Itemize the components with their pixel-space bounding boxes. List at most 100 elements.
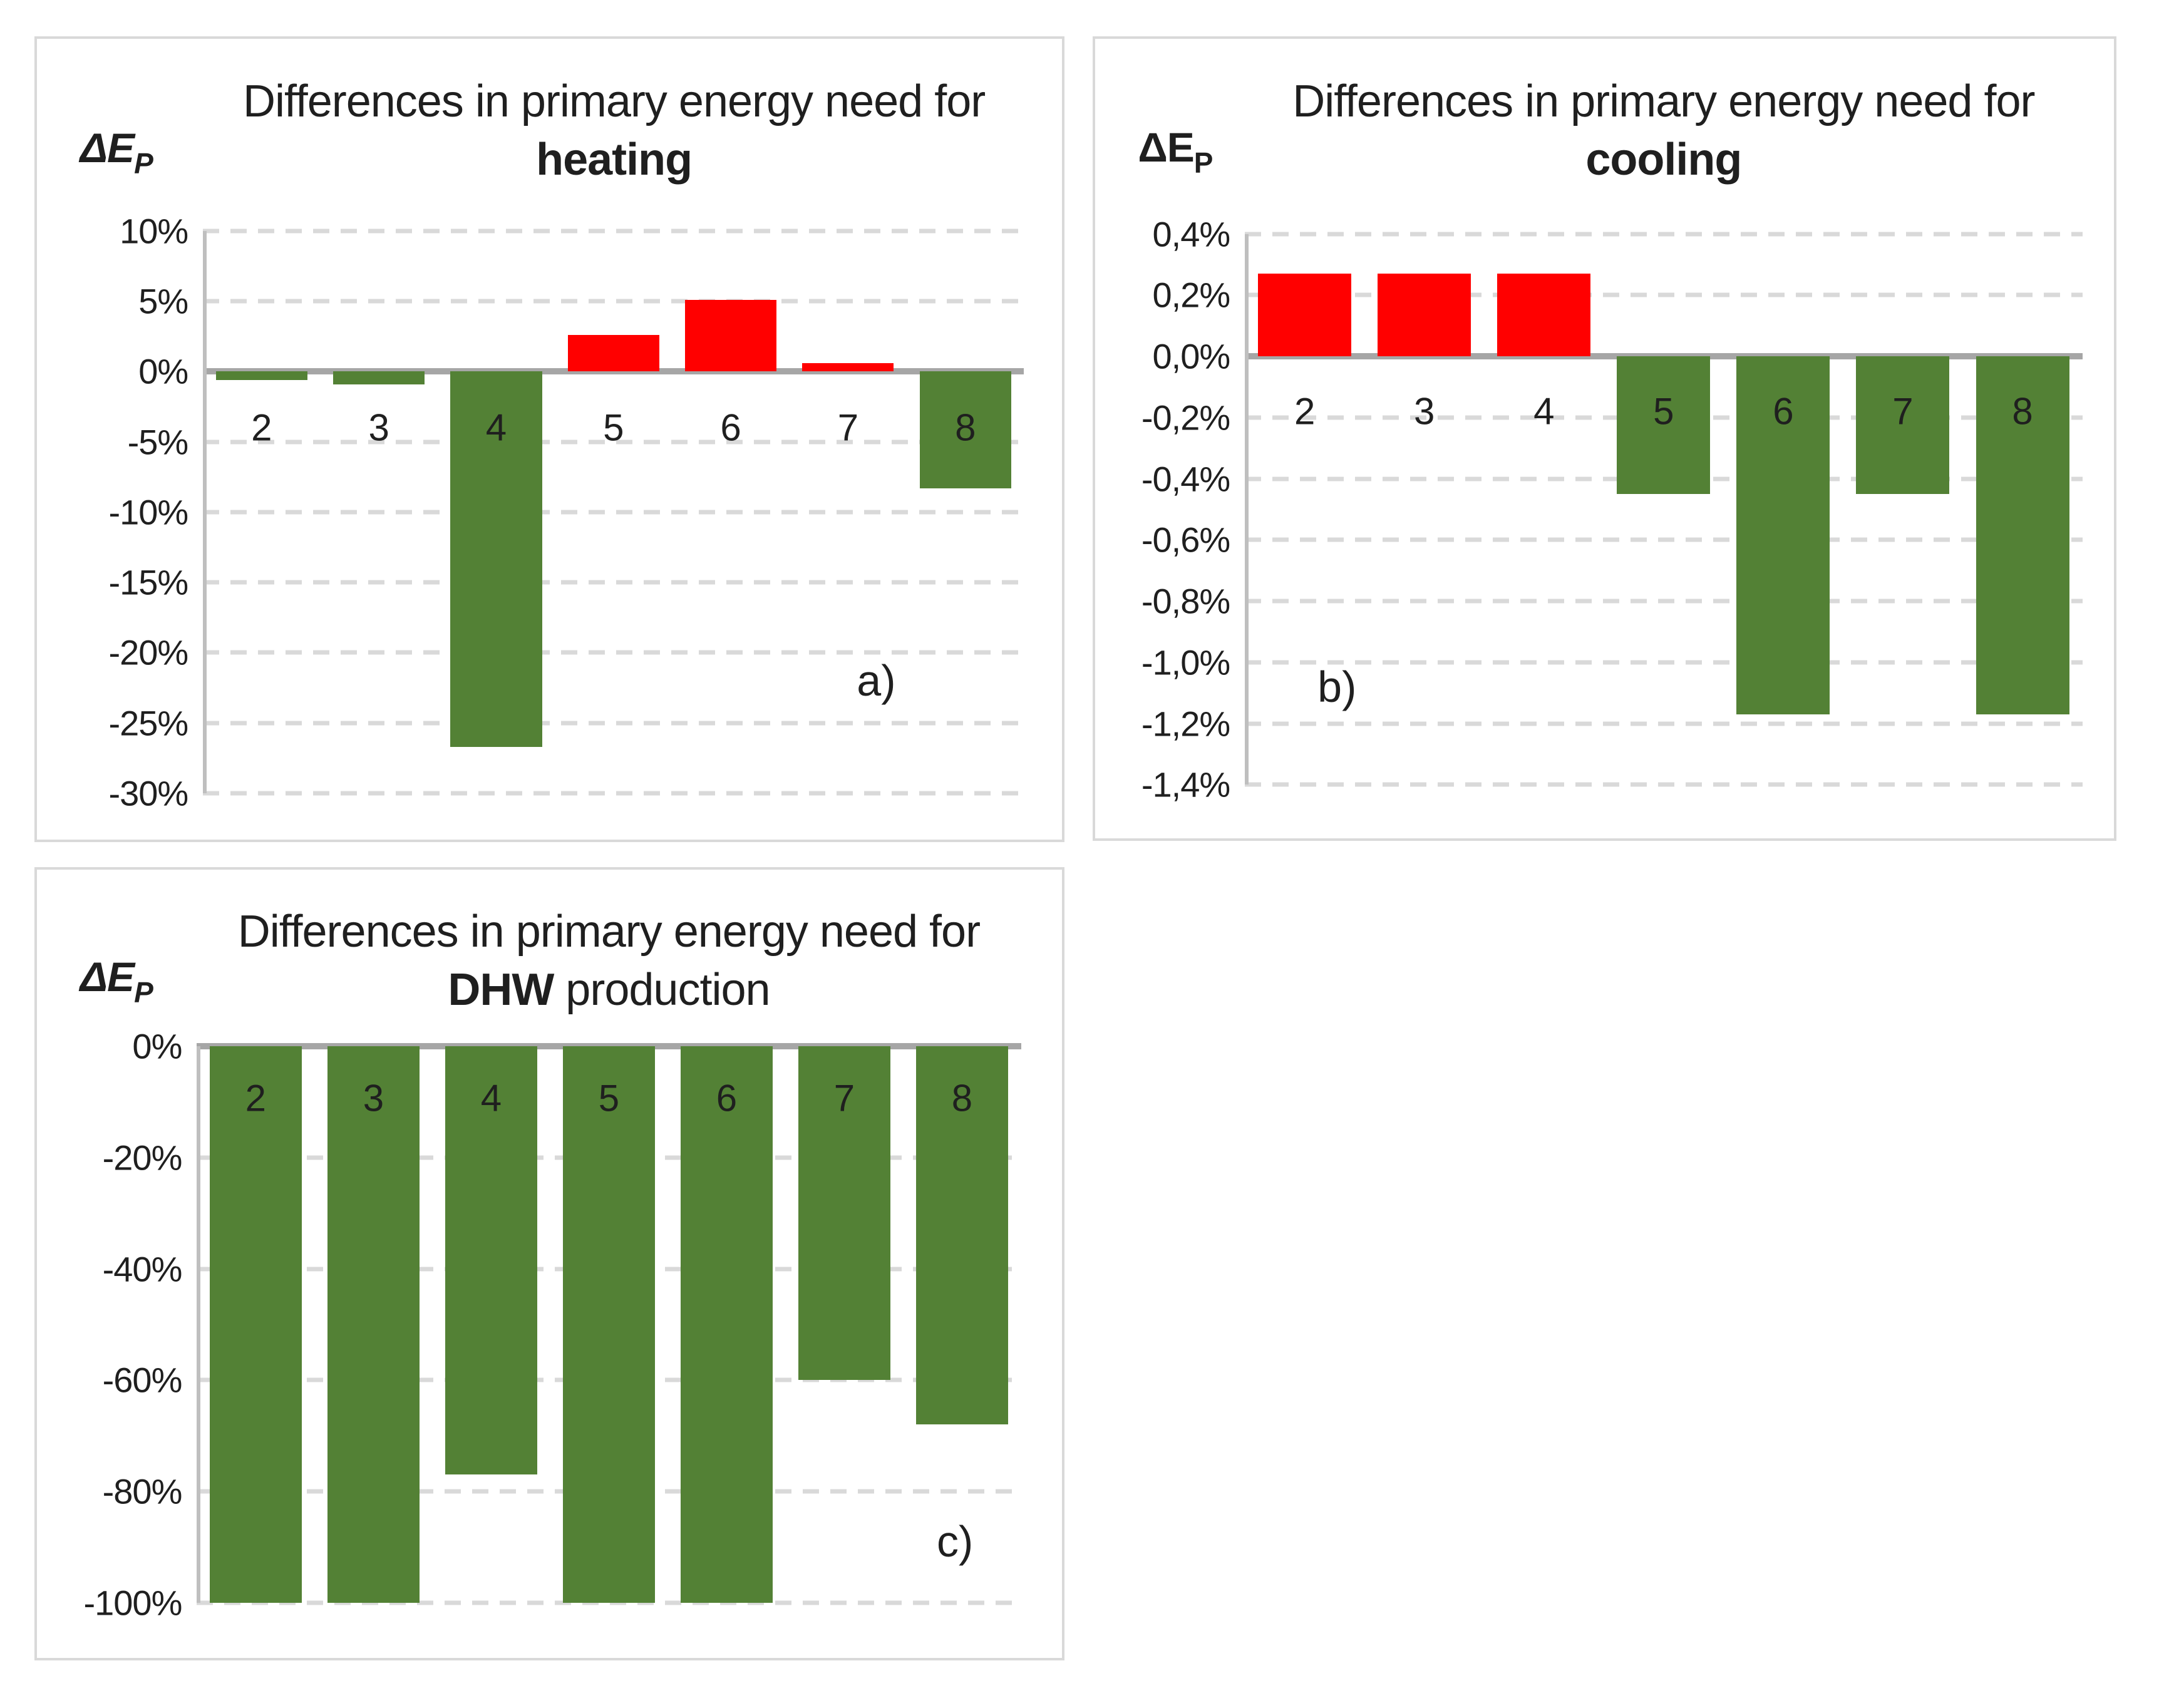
category-label: 6	[720, 406, 741, 449]
y-axis-label-symbol: ΔE	[80, 954, 135, 1001]
plot-area-dhw: 0% -20% -40% -60% -80% -100% 2 3 4 5 6 7 8 c)	[83, 1027, 1021, 1622]
category-label: 2	[245, 1077, 267, 1119]
y-tick-label: -60%	[102, 1360, 183, 1400]
y-tick-label: -10%	[108, 492, 188, 532]
y-tick-label: 5%	[138, 281, 188, 321]
gridline	[203, 510, 1024, 515]
bar-category-8	[916, 1046, 1008, 1425]
y-tick-label: -1,4%	[1141, 764, 1230, 805]
y-axis-label-symbol: ΔE	[1138, 124, 1194, 171]
bar-category-7	[798, 1046, 890, 1381]
chart-title-line1: Differences in primary energy need for	[242, 76, 986, 126]
category-label: 8	[955, 406, 976, 449]
gridline	[203, 440, 1024, 445]
bar-category-4	[1497, 274, 1591, 357]
chart-title: Differences in primary energy need for D…	[237, 903, 981, 1020]
y-tick-label: 0,4%	[1152, 214, 1231, 254]
chart-title: Differences in primary energy need for h…	[242, 73, 986, 190]
panel-letter-annotation: b)	[1317, 662, 1357, 711]
bar-category-8	[919, 371, 1011, 488]
chart-title-line1: Differences in primary energy need for	[237, 906, 981, 957]
gridline	[203, 791, 1024, 796]
y-axis-label: ΔEP	[1138, 123, 1213, 180]
category-label: 7	[833, 1077, 855, 1119]
panel-letter-annotation: a)	[857, 656, 896, 706]
y-tick-label: -1,2%	[1141, 704, 1230, 744]
bar-category-7	[1856, 356, 1950, 495]
y-tick-label: 0%	[132, 1026, 182, 1066]
gridline	[1245, 292, 2083, 297]
y-axis-line	[197, 1046, 201, 1603]
gridline	[1245, 537, 2083, 542]
gridline	[203, 580, 1024, 585]
bar-category-6	[1736, 356, 1830, 714]
plot-area-heating: 10% 5% 0% -5% -10% -15% -20% -25% -30% 2 3 4 5 6 7 8 a)	[108, 211, 1024, 813]
y-tick-label: -0,6%	[1141, 520, 1230, 560]
chart-panel-cooling: Differences in primary energy need for c…	[1093, 36, 2116, 841]
chart-title-keyword: cooling	[1585, 135, 1742, 185]
bar-category-5	[567, 335, 659, 372]
y-tick-label: -20%	[108, 632, 188, 672]
y-tick-label: 0,2%	[1152, 275, 1231, 315]
gridline	[203, 229, 1024, 234]
plot-area-cooling: 0,4% 0,2% 0,0% -0,2% -0,4% -0,6% -0,8% -1,0% -1,…	[1141, 214, 2083, 805]
y-tick-label: -15%	[108, 562, 188, 602]
chart-panel-heating: Differences in primary energy need for h…	[34, 36, 1064, 842]
bar-category-5	[563, 1046, 655, 1603]
chart-title-keyword: heating	[536, 135, 693, 185]
y-tick-label: -80%	[102, 1471, 183, 1511]
category-label: 8	[2012, 390, 2033, 433]
panel-letter-annotation: c)	[937, 1517, 974, 1567]
bar-category-6	[685, 299, 777, 372]
category-label: 5	[598, 1077, 620, 1119]
chart-title: Differences in primary energy need for c…	[1292, 73, 2035, 190]
y-tick-label: 10%	[120, 211, 188, 251]
category-label: 3	[1414, 390, 1435, 433]
gridline	[1245, 660, 2083, 665]
y-tick-label: 0%	[138, 351, 188, 391]
category-label: 6	[716, 1077, 738, 1119]
y-axis-label-symbol: ΔE	[80, 124, 135, 171]
chart-title-line1: Differences in primary energy need for	[1292, 76, 2035, 126]
y-tick-label: -5%	[127, 422, 189, 462]
y-tick-label: -0,4%	[1141, 459, 1230, 499]
category-label: 2	[251, 406, 272, 449]
category-label: 4	[485, 406, 507, 449]
y-tick-label: -100%	[83, 1583, 182, 1623]
category-label: 6	[1773, 390, 1794, 433]
y-tick-label: -0,2%	[1141, 398, 1230, 438]
category-label: 4	[1533, 390, 1555, 433]
y-axis-label: ΔEP	[80, 953, 153, 1009]
y-axis-label-subscript: P	[134, 147, 153, 180]
y-tick-label: -0,8%	[1141, 581, 1230, 621]
y-tick-label: -25%	[108, 703, 188, 743]
y-tick-label: -20%	[102, 1138, 183, 1178]
zero-axis-line	[203, 368, 1024, 375]
y-tick-label: 0,0%	[1152, 336, 1231, 376]
bar-category-6	[681, 1046, 773, 1603]
gridline	[1245, 721, 2083, 726]
bar-category-3	[327, 1046, 420, 1603]
category-label: 5	[603, 406, 624, 449]
gridline	[197, 1600, 1021, 1605]
y-axis-line	[203, 230, 207, 793]
gridline	[203, 650, 1024, 655]
bar-category-7	[802, 363, 894, 372]
bar-category-4	[450, 371, 542, 747]
bar-category-3	[333, 371, 425, 384]
y-axis-label-subscript: P	[134, 976, 153, 1009]
category-label: 3	[363, 1077, 384, 1119]
y-axis-line	[1245, 234, 1249, 785]
bar-category-8	[1976, 356, 2069, 714]
bar-category-2	[210, 1046, 302, 1603]
bar-category-2	[1258, 274, 1352, 357]
y-axis-label: ΔEP	[80, 124, 153, 180]
bar-category-5	[1617, 356, 1711, 495]
bar-category-3	[1378, 274, 1471, 357]
y-tick-label: -30%	[108, 773, 188, 813]
gridline	[1245, 782, 2083, 787]
category-label: 7	[837, 406, 859, 449]
chart-title-suffix: production	[554, 965, 770, 1016]
gridline	[203, 299, 1024, 304]
